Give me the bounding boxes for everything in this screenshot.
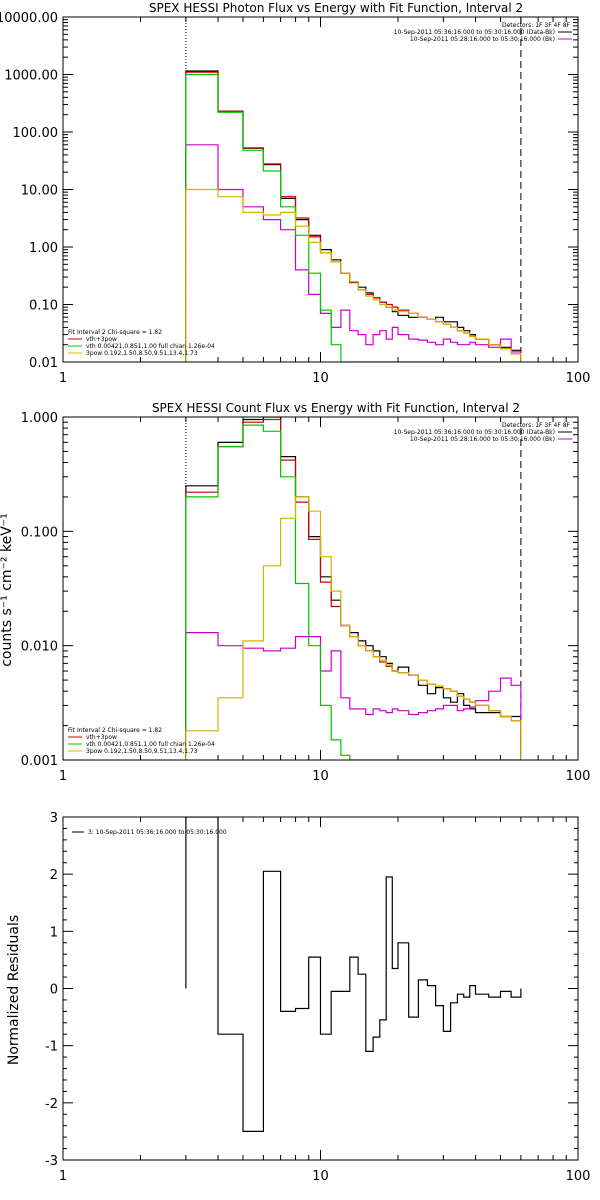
y-tick-label: 1.000 <box>21 411 58 426</box>
legend-entry: vth+3pow <box>86 734 117 741</box>
y-tick-label: 0.100 <box>21 525 58 540</box>
panel3-ylabel: Normalized Residuals <box>6 915 22 1065</box>
x-tick-label: 10 <box>312 1169 329 1184</box>
legend-entry: 3pow 0.192,1.50,8.50,9.51,13.4,1.73 <box>86 748 198 755</box>
y-tick-label: 0.010 <box>21 640 58 655</box>
legend-entry: 10-Sep-2011 05:28:16.000 to 05:30:16.000… <box>410 436 555 443</box>
legend-fit-header: Fit Interval 2 Chi-square = 1.82 <box>68 727 162 734</box>
panel-residuals: 1 10 100 -3 -2 -1 0 1 2 3 3: 10-Sep-2011 05:36:16.… <box>45 811 590 1184</box>
y-tick-label: 1.00 <box>29 241 58 256</box>
series-3pow <box>185 496 522 760</box>
series-bk <box>185 144 522 362</box>
series-data-bk <box>185 70 522 362</box>
x-tick-label: 100 <box>566 371 591 386</box>
legend-entry: vth 0.00421,0.851,1.00 full chian 1.26e-… <box>86 343 215 350</box>
legend-entry: 10-Sep-2011 05:36:16.000 to 05:30:16.000… <box>394 29 555 36</box>
y-tick-label: 3 <box>50 811 58 826</box>
legend-entry: 3: 10-Sep-2011 05:36:16.000 to 05:30:16.… <box>88 829 227 836</box>
y-tick-label: 0 <box>50 983 58 998</box>
x-tick-label: 1 <box>59 371 67 386</box>
plot-frame <box>62 416 579 761</box>
y-tick-label: 10.00 <box>21 184 58 199</box>
y-tick-label: -2 <box>45 1097 58 1112</box>
y-tick-label: 100.00 <box>13 126 59 141</box>
legend-entry: 3pow 0.192,1.50,8.50,9.51,13.4,1.73 <box>86 350 198 357</box>
x-tick-label: 10 <box>312 371 329 386</box>
panel-photon-flux: 1 10 100 0.01 0.10 1.00 10.00 100.00 1000.00 1000… <box>0 11 590 386</box>
series-vth <box>185 73 521 362</box>
x-tick-label: 10 <box>312 769 329 784</box>
plot-frame <box>62 16 579 363</box>
legend-detectors: Detectors: 1F 3F 4F 8F <box>502 422 571 429</box>
y-tick-label: -3 <box>45 1154 58 1169</box>
y-tick-label: -1 <box>45 1040 58 1055</box>
legend-entry: 10-Sep-2011 05:28:16.000 to 05:30:16.000… <box>410 36 555 43</box>
panel1-title: SPEX HESSI Photon Flux vs Energy with Fi… <box>149 1 523 15</box>
x-tick-label: 1 <box>59 1169 67 1184</box>
series-bk <box>185 632 522 760</box>
legend-entry: 10-Sep-2011 05:36:16.000 to 05:30:16.000… <box>394 429 555 436</box>
y-tick-label: 0.001 <box>21 754 58 769</box>
series-vth-3pow <box>185 71 522 362</box>
y-tick-label: 0.01 <box>29 356 58 371</box>
panel2-ylabel: counts s⁻¹ cm⁻² keV⁻¹ <box>0 513 15 667</box>
y-tick-label: 1 <box>50 925 58 940</box>
y-tick-label: 10000.00 <box>0 11 58 26</box>
legend-entry: vth 0.00421,0.851,1.00 full chian 1.26e-… <box>86 741 215 748</box>
series-residuals <box>185 817 522 1132</box>
legend-fit-header: Fit Interval 2 Chi-square = 1.82 <box>68 329 162 336</box>
plot-area <box>185 817 522 1132</box>
y-tick-label: 0.10 <box>29 299 58 314</box>
legend-entry: vth+3pow <box>86 336 117 343</box>
panel-count-flux: 1 10 100 0.001 0.010 0.100 1.000 Detectors: 1F … <box>21 411 591 784</box>
series-3pow <box>185 188 522 362</box>
x-tick-label: 100 <box>566 1169 591 1184</box>
plot-area <box>185 417 522 760</box>
plot-frame <box>62 816 579 1161</box>
x-tick-label: 1 <box>59 769 67 784</box>
x-tick-label: 100 <box>566 769 591 784</box>
y-tick-label: 1000.00 <box>4 69 58 84</box>
panel2-title: SPEX HESSI Count Flux vs Energy with Fit… <box>152 401 520 415</box>
legend-detectors: Detectors: 1F 3F 4F 8F <box>502 22 571 29</box>
y-tick-label: 2 <box>50 868 58 883</box>
plot-area <box>185 17 522 362</box>
series-vth <box>185 424 521 760</box>
